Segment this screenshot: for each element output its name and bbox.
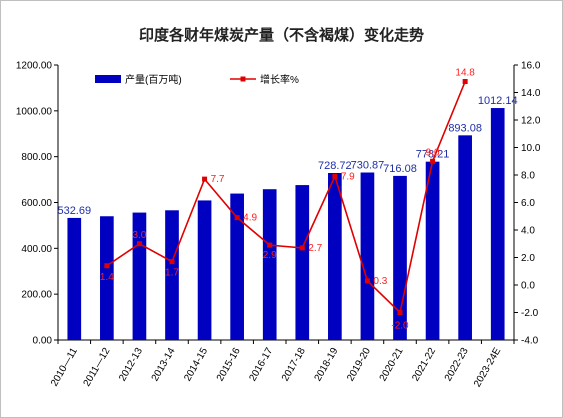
x-tick-label: 2019-20 [345,346,373,384]
y-left-tick-label: 200.00 [21,290,52,301]
bar-data-label: 716.08 [383,163,417,175]
growth-rate-line [106,81,466,315]
y-right-tick-label: 16.0 [521,61,541,72]
bar [230,193,244,340]
growth-rate-point [202,176,208,182]
growth-rate-point [234,215,240,221]
line-data-label: 2.7 [308,243,322,254]
line-data-label: 1.7 [165,268,179,279]
y-right-tick-label: 0.0 [521,281,535,292]
bar-data-label: 730.87 [351,160,385,172]
growth-rate-point [462,79,468,84]
growth-rate-point [364,278,370,284]
growth-rate-point [267,242,273,248]
y-right-tick-label: 10.0 [521,143,541,154]
growth-rate-point [169,259,175,265]
legend-line-label: 增长率% [260,73,299,86]
x-tick-label: 2017-18 [280,346,308,384]
x-tick-label: 2016-17 [247,346,275,384]
bar-data-label: 778.21 [416,149,450,161]
legend-bar-label: 产量(百万吨) [125,73,182,86]
bar [100,216,114,340]
line-data-label: 7.7 [211,174,225,185]
x-tick-label: 2011—12 [82,346,113,389]
bar [295,185,310,340]
x-tick-label: 2012-13 [117,346,145,384]
y-right-tick-label: 14.0 [521,88,541,99]
growth-rate-point [332,173,338,179]
line-data-label: 1.4 [100,272,114,283]
bar [458,135,472,340]
y-left-tick-label: 1200.00 [16,61,53,72]
bar [197,200,212,340]
line-data-label: 4.9 [243,213,257,224]
line-data-label: 3.0 [132,230,146,241]
legend-line-marker [240,76,246,82]
y-left-tick-label: 1000.00 [16,106,53,117]
x-tick-label: 2022-23 [443,346,471,384]
line-data-label: 14.8 [455,68,475,79]
bar [132,212,147,340]
bar [425,161,440,340]
bar-data-label: 728.72 [318,160,352,172]
line-data-label: 7.9 [341,171,355,182]
x-tick-label: 2010—11 [49,346,80,389]
x-tick-label: 2013-14 [150,346,178,384]
y-right-tick-label: 4.0 [521,226,535,237]
line-data-label: -2.0 [391,321,409,332]
legend-bar-swatch [95,75,121,83]
bar [328,173,342,340]
x-tick-label: 2018-19 [313,346,341,384]
growth-rate-point [430,158,436,164]
y-right-tick-label: -2.0 [521,308,539,319]
y-left-tick-label: 600.00 [21,198,52,209]
growth-rate-point [299,245,305,251]
y-left-tick-label: 400.00 [21,244,52,255]
y-right-tick-label: 2.0 [521,253,535,264]
y-left-tick-label: 0.00 [33,336,53,347]
y-right-tick-label: -4.0 [521,336,539,347]
y-right-tick-label: 12.0 [521,116,541,127]
x-tick-label: 2020-21 [378,346,406,384]
y-left-tick-label: 800.00 [21,152,52,163]
growth-rate-point [397,310,403,315]
y-right-tick-label: 8.0 [521,171,535,182]
x-tick-label: 2021-22 [410,346,438,384]
bar [360,172,375,340]
growth-rate-point [136,241,142,247]
chart-title: 印度各财年煤炭产量（不含褐煤）变化走势 [138,26,424,44]
bar [490,108,505,341]
line-data-label: 0.3 [373,276,387,287]
x-tick-label: 2015-16 [215,346,243,384]
line-data-label: 9.0 [426,147,440,158]
bar-data-label: 1012.14 [478,95,518,107]
bar-data-label: 893.08 [448,122,482,134]
y-right-tick-label: 6.0 [521,198,535,209]
growth-rate-point [104,263,110,269]
bar [393,175,407,340]
line-data-label: 2.9 [263,250,277,261]
x-tick-label: 2023-24E [472,346,503,389]
bar-data-label: 532.69 [57,205,91,217]
bar [165,210,179,340]
bar [262,189,277,340]
x-tick-label: 2014-15 [182,346,210,384]
bar [67,217,82,340]
